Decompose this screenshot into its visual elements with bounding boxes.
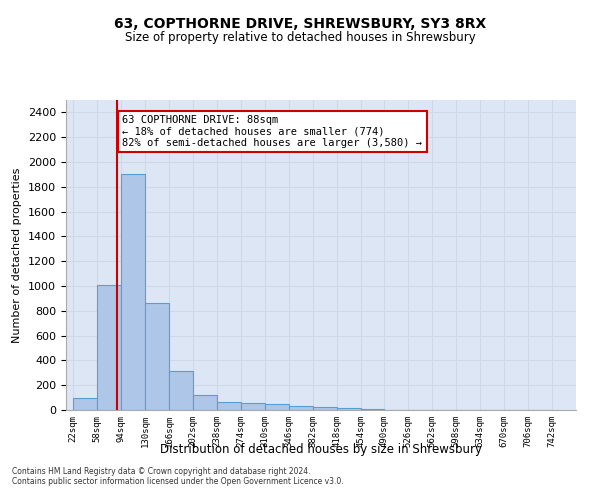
Bar (97, 285, 121, 410)
Bar (337, 408, 361, 410)
Bar (289, 406, 313, 410)
Bar (169, 371, 193, 410)
Text: Distribution of detached houses by size in Shrewsbury: Distribution of detached houses by size … (160, 442, 482, 456)
Bar (121, 174, 145, 410)
Bar (241, 403, 265, 410)
Text: Contains HM Land Registry data © Crown copyright and database right 2024.: Contains HM Land Registry data © Crown c… (12, 467, 311, 476)
Text: Contains public sector information licensed under the Open Government Licence v3: Contains public sector information licen… (12, 477, 344, 486)
Bar (145, 304, 169, 410)
Bar (217, 402, 241, 410)
Y-axis label: Number of detached properties: Number of detached properties (13, 168, 22, 342)
Text: Size of property relative to detached houses in Shrewsbury: Size of property relative to detached ho… (125, 31, 475, 44)
Bar (265, 404, 289, 410)
Text: 63, COPTHORNE DRIVE, SHREWSBURY, SY3 8RX: 63, COPTHORNE DRIVE, SHREWSBURY, SY3 8RX (114, 18, 486, 32)
Bar (73, 398, 97, 410)
Bar (193, 395, 217, 410)
Text: 63 COPTHORNE DRIVE: 88sqm
← 18% of detached houses are smaller (774)
82% of semi: 63 COPTHORNE DRIVE: 88sqm ← 18% of detac… (122, 115, 422, 148)
Bar (313, 407, 337, 410)
